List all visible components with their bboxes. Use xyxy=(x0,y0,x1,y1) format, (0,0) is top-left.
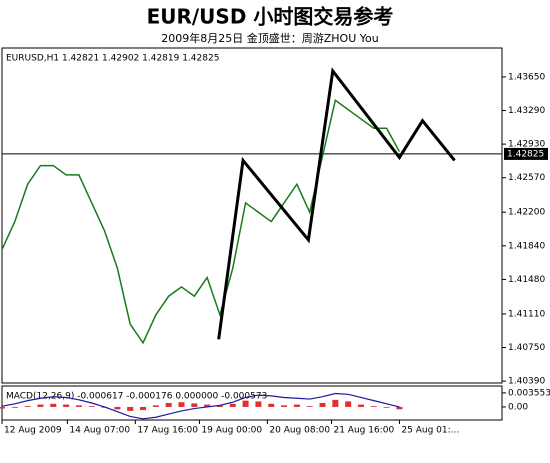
macd-bar xyxy=(268,403,275,407)
macd-bar xyxy=(306,406,313,407)
x-tick-label: 17 Aug 16:00 xyxy=(137,426,198,436)
macd-bar xyxy=(242,400,249,407)
chart-title: EUR/USD 小时图交易参考 xyxy=(147,5,394,29)
x-tick-label: 21 Aug 16:00 xyxy=(333,426,394,436)
macd-bar xyxy=(255,401,262,407)
symbol-header: EURUSD,H1 1.42821 1.42902 1.42819 1.4282… xyxy=(6,54,219,64)
macd-panel xyxy=(1,385,503,421)
macd-bar xyxy=(50,403,57,407)
macd-bar xyxy=(383,406,390,408)
current-price-box xyxy=(504,147,548,160)
macd-line xyxy=(1,392,400,420)
macd-bar xyxy=(293,404,300,407)
y-tick-label: 1.42200 xyxy=(508,208,545,218)
y-tick-label: 1.40750 xyxy=(508,343,545,353)
x-tick-label: 25 Aug 01:... xyxy=(401,426,459,436)
macd-bar xyxy=(319,403,326,407)
macd-label: MACD(12,26,9) -0.000617 -0.000176 0.0000… xyxy=(6,392,267,402)
x-tick-label: 12 Aug 2009 xyxy=(4,426,62,436)
y-tick-label: 0.003553 xyxy=(508,388,550,398)
macd-bar xyxy=(165,403,172,407)
macd-bar xyxy=(191,403,198,407)
macd-bar xyxy=(152,405,159,407)
y-tick-label: 1.43290 xyxy=(508,106,545,116)
macd-bar xyxy=(370,406,377,407)
macd-bar xyxy=(281,405,288,407)
main-panel xyxy=(1,47,503,384)
macd-bar xyxy=(204,404,211,407)
y-tick-label: 1.42930 xyxy=(508,140,545,150)
macd-bar xyxy=(75,405,82,407)
macd-bar xyxy=(216,405,223,407)
x-tick-label: 20 Aug 08:00 xyxy=(269,426,330,436)
macd-bar xyxy=(0,406,5,409)
y-tick-label: 1.41480 xyxy=(508,275,545,285)
macd-bar xyxy=(11,406,18,408)
macd-bar xyxy=(345,401,352,407)
y-tick-label: 0.00 xyxy=(508,402,528,412)
macd-bar xyxy=(24,406,31,407)
macd-bar xyxy=(396,406,403,410)
current-price-label: 1.42825 xyxy=(507,149,544,159)
y-tick-label: 1.43650 xyxy=(508,72,545,82)
y-tick-label: 1.41840 xyxy=(508,241,545,251)
x-tick-label: 14 Aug 07:00 xyxy=(69,426,130,436)
macd-bar xyxy=(127,406,134,411)
macd-bar xyxy=(229,403,236,407)
macd-bar xyxy=(178,402,185,407)
macd-bar xyxy=(37,404,44,407)
y-tick-label: 1.40390 xyxy=(508,377,545,387)
x-tick-label: 19 Aug 00:00 xyxy=(201,426,262,436)
macd-bar xyxy=(114,406,121,410)
macd-bar xyxy=(332,399,339,407)
macd-bar xyxy=(357,404,364,407)
y-tick-label: 1.41110 xyxy=(508,309,545,319)
macd-bar xyxy=(88,406,95,407)
y-tick-label: 1.42570 xyxy=(508,173,545,183)
chart-subtitle: 2009年8月25日 金顶盛世：周游ZHOU You xyxy=(161,31,378,45)
macd-bar xyxy=(140,406,147,411)
macd-bar xyxy=(63,404,70,407)
price-line xyxy=(1,98,401,345)
trend-zigzag xyxy=(217,67,456,340)
